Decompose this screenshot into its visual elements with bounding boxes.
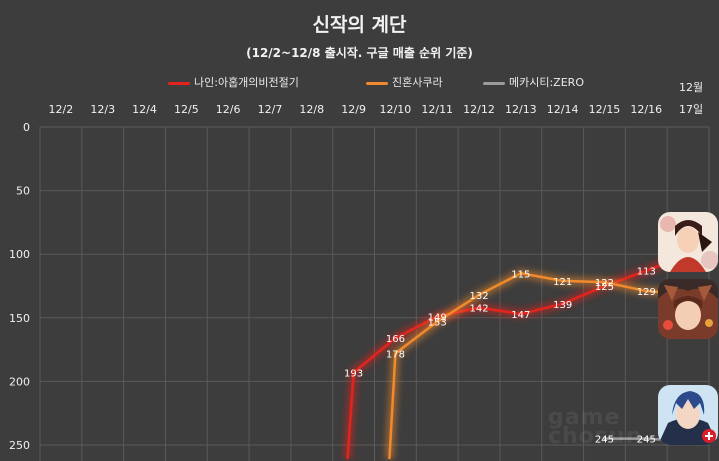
data-label: 142 [469, 304, 488, 315]
data-point [602, 437, 606, 441]
game-icon-jinhon-sakura [658, 279, 718, 339]
data-label: 121 [553, 277, 572, 288]
data-point [393, 351, 397, 355]
y-tick-label: 100 [9, 248, 30, 261]
legend-label-series-1: 나인:아홉개의비전절기 [194, 76, 299, 89]
data-label: 149 [428, 313, 447, 324]
data-point [644, 437, 648, 441]
legend: 나인:아홉개의비전절기 진혼사쿠라 메카시티:ZERO [0, 74, 719, 92]
data-label: 166 [386, 334, 405, 345]
chart-title: 신작의 계단 [312, 14, 407, 36]
chart-subtitle: (12/2~12/8 출시작. 구글 매출 순위 기준) [246, 46, 473, 60]
x-tick-label: 12/8 [299, 103, 324, 116]
legend-item-series-3: 메카시티:ZERO [483, 74, 584, 90]
data-point [644, 289, 648, 293]
legend-swatch-series-3 [483, 81, 505, 85]
data-point [561, 302, 565, 306]
x-tick-label: 17일 [679, 102, 703, 116]
x-tick-label: 12/7 [258, 103, 283, 116]
y-tick-label: 150 [9, 312, 30, 325]
data-label: 193 [344, 368, 363, 379]
y-tick-label: 200 [9, 375, 30, 388]
data-point [352, 370, 356, 374]
data-point [519, 312, 523, 316]
data-point [644, 269, 648, 273]
legend-label-series-2: 진혼사쿠라 [392, 76, 443, 89]
x-tick-label: 12/2 [49, 103, 74, 116]
x-tick-label: 12/9 [341, 103, 366, 116]
data-label: 113 [637, 267, 656, 278]
series-line [346, 253, 689, 460]
data-point [393, 336, 397, 340]
data-label: 115 [511, 269, 530, 280]
x-tick-label: 12/4 [132, 103, 157, 116]
legend-swatch-series-2 [366, 81, 388, 85]
data-label: 153 [428, 318, 447, 329]
y-tick-label: 0 [23, 121, 30, 134]
data-label: 178 [386, 349, 405, 360]
data-point [435, 320, 439, 324]
x-tick-label: 12/14 [547, 103, 579, 116]
x-tick-label: 12/5 [174, 103, 199, 116]
x-tick-label: 12/11 [421, 103, 453, 116]
data-label: 125 [595, 282, 614, 293]
legend-item-series-2: 진혼사쿠라 [366, 74, 443, 90]
x-tick-label: 12/10 [380, 103, 412, 116]
data-point [477, 306, 481, 310]
data-label: 132 [469, 291, 488, 302]
watermark-text: game chosun [548, 405, 643, 449]
game-icon-nine [658, 212, 718, 272]
x-tick-label: 12/12 [463, 103, 495, 116]
data-point [477, 293, 481, 297]
x-tick-label: 12/6 [216, 103, 241, 116]
data-point [519, 271, 523, 275]
data-label: 129 [637, 287, 656, 298]
legend-swatch-series-1 [168, 81, 190, 85]
y-tick-label: 250 [9, 439, 30, 452]
x-tick-label: 12/16 [630, 103, 662, 116]
x-tick-label: 12/15 [589, 103, 621, 116]
x-tick-label: 12월 [679, 81, 703, 94]
game-icon-mecha-city-zero [658, 385, 718, 445]
data-label: 139 [553, 300, 572, 311]
data-label: 147 [511, 310, 530, 321]
watermark: game chosun [548, 405, 719, 449]
data-point [561, 279, 565, 283]
x-tick-label: 12/13 [505, 103, 537, 116]
x-tick-label: 12/3 [90, 103, 115, 116]
data-label: 245 [595, 435, 614, 446]
data-point [602, 280, 606, 284]
legend-item-series-1: 나인:아홉개의비전절기 [168, 74, 299, 90]
y-tick-label: 50 [16, 185, 30, 198]
data-label: 122 [595, 278, 614, 289]
legend-label-series-3: 메카시티:ZERO [509, 76, 584, 89]
data-label: 245 [637, 435, 656, 446]
